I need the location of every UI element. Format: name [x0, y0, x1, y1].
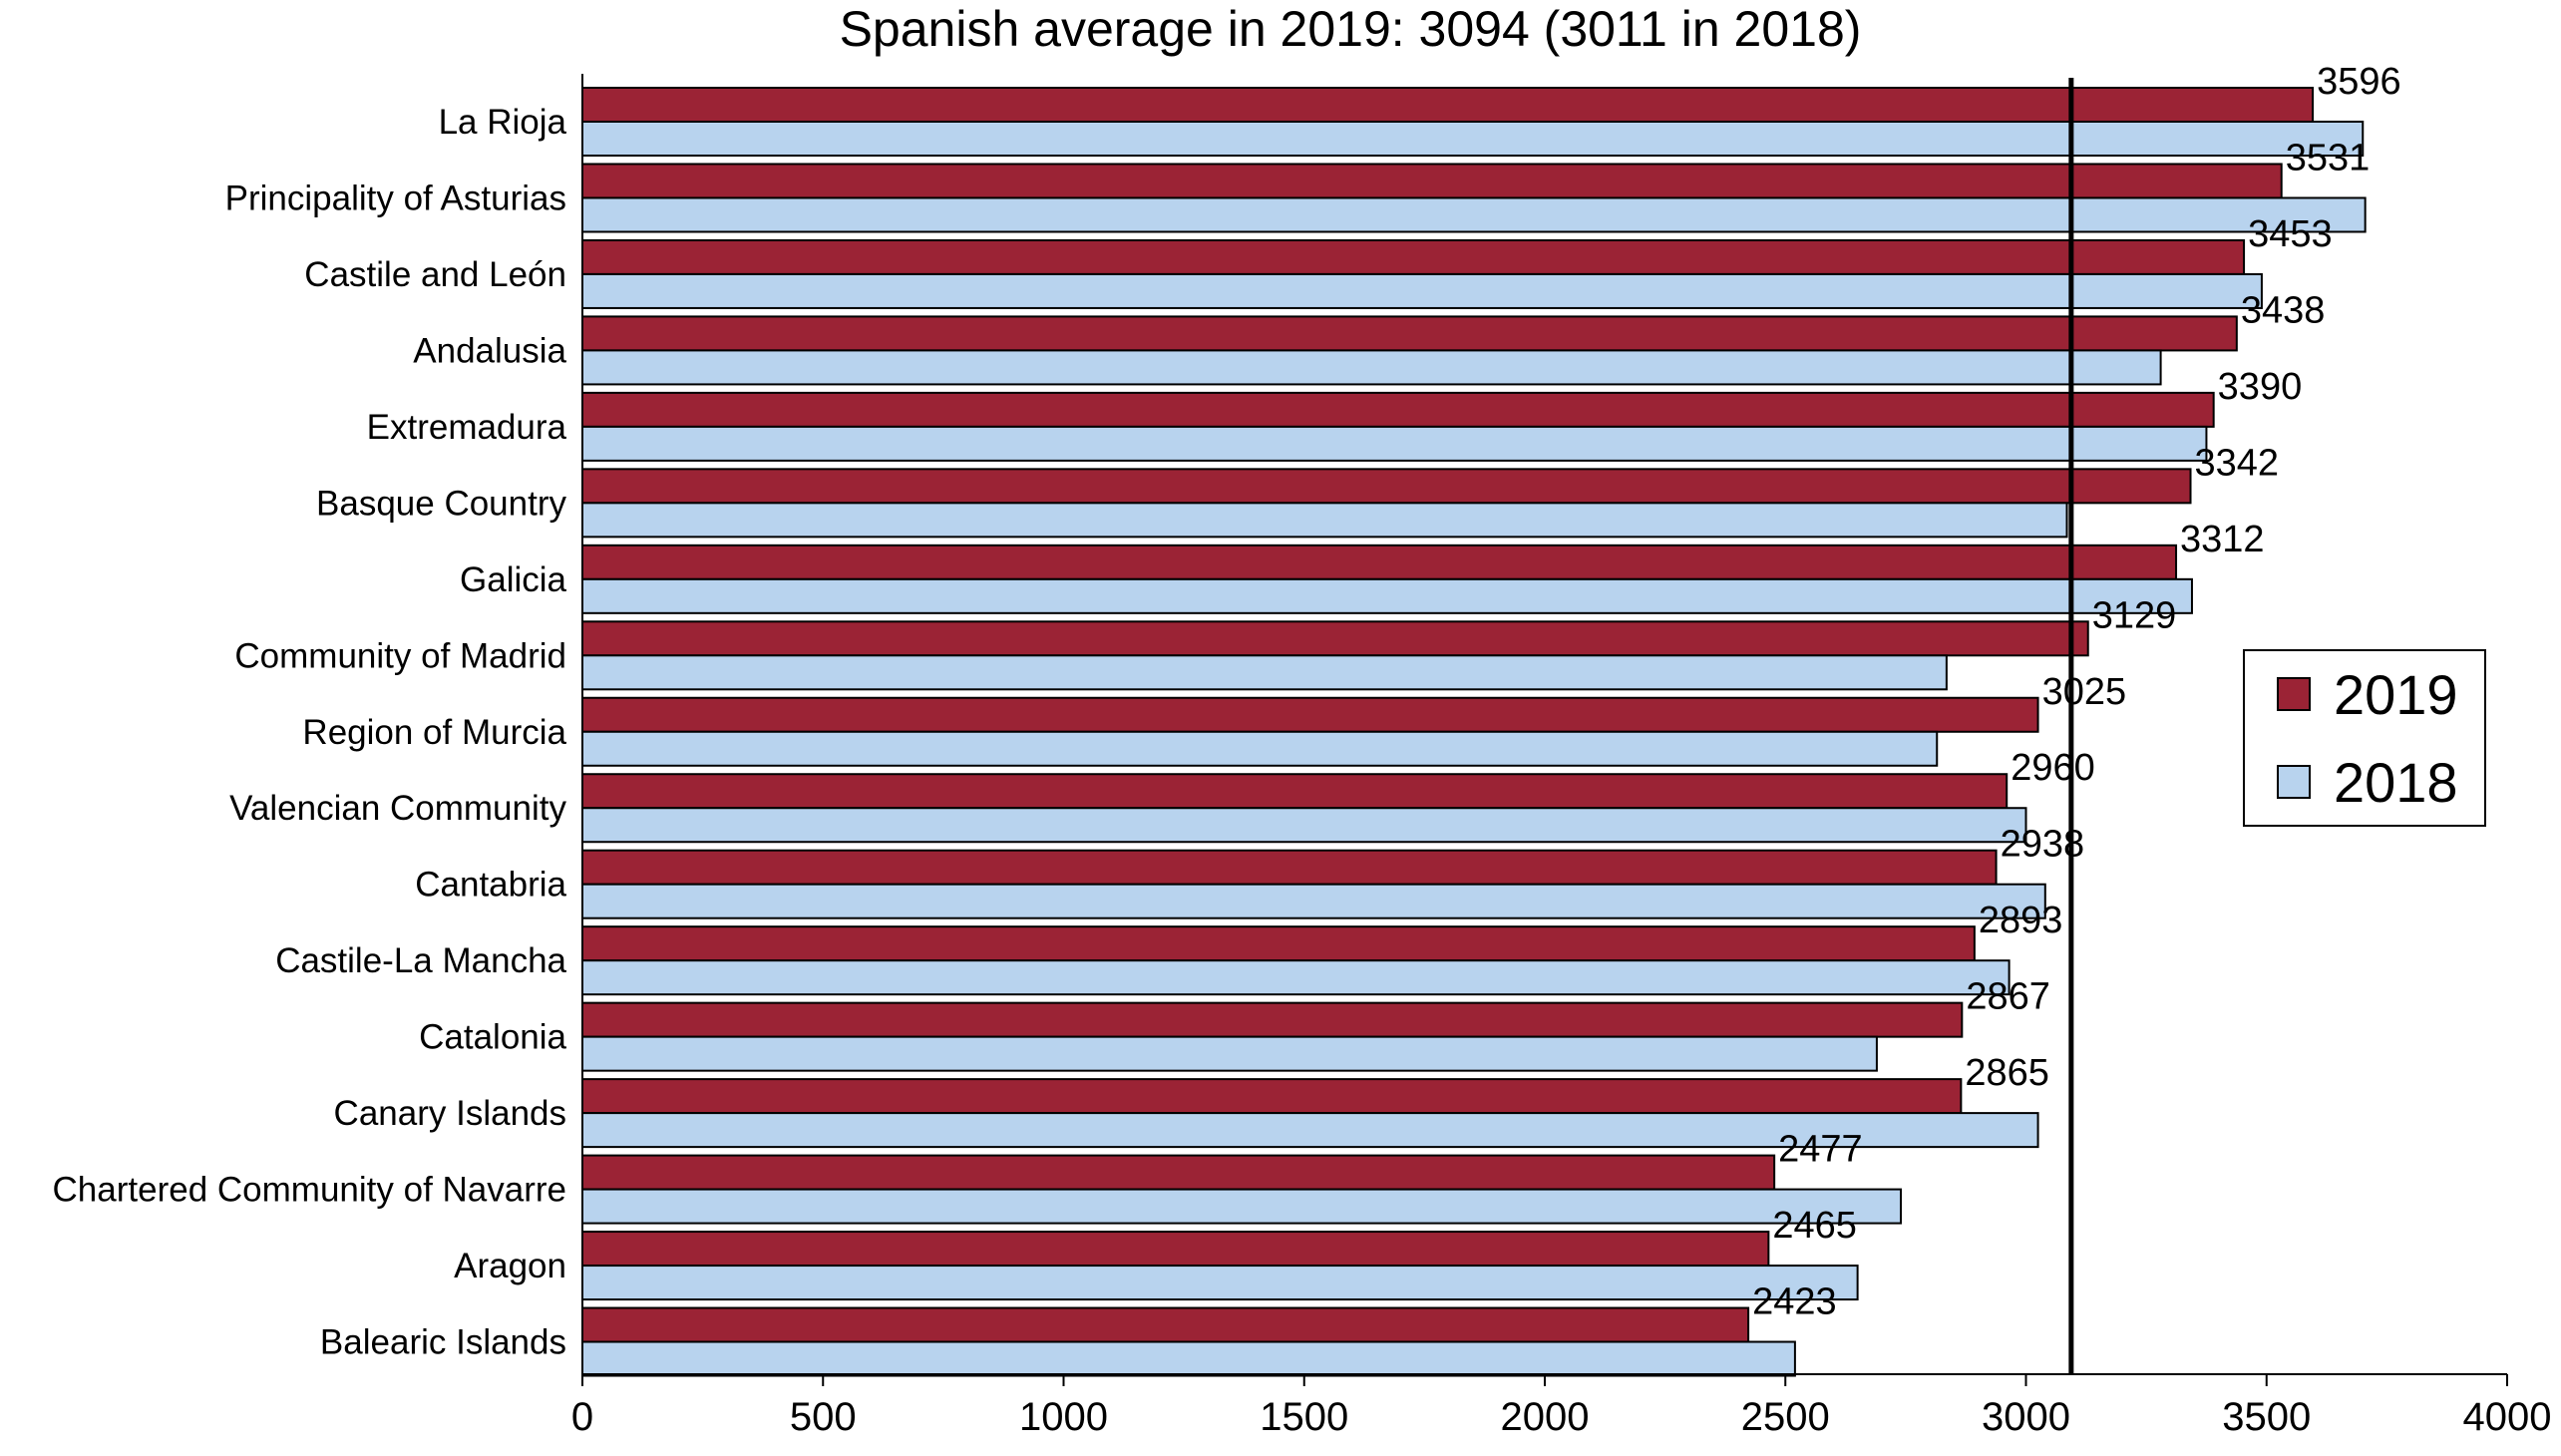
bar-2018: [581, 1035, 1878, 1072]
bar-2018: [581, 577, 2193, 614]
category-label: Canary Islands: [334, 1094, 566, 1133]
x-tick-label: 1000: [1019, 1395, 1108, 1439]
bar-2019: [581, 1306, 1750, 1343]
data-label-2019: 3438: [2241, 289, 2326, 331]
category-label: La Rioja: [439, 103, 567, 142]
bar-2018: [581, 502, 2068, 539]
data-label-2019: 3312: [2180, 519, 2265, 560]
bar-2019: [581, 163, 2283, 199]
category-label: Valencian Community: [229, 789, 566, 828]
bar-2018: [581, 425, 2208, 462]
data-label-2019: 3129: [2092, 594, 2177, 636]
bar-2019: [581, 849, 1998, 886]
bar-2019: [581, 696, 2039, 733]
bar-2018: [581, 1188, 1903, 1225]
bar-2018: [581, 349, 2162, 386]
bar-2018: [581, 959, 2011, 996]
legend-label-2019: 2019: [2334, 663, 2458, 726]
bar-2019: [581, 1078, 1963, 1115]
data-label-2019: 3025: [2042, 671, 2127, 713]
data-label-2019: 2865: [1965, 1052, 2049, 1094]
data-label-2019: 2893: [1979, 900, 2063, 941]
data-label-2019: 3390: [2218, 366, 2303, 408]
bar-2018: [581, 807, 2027, 844]
category-label: Galicia: [460, 560, 567, 599]
bar-2019: [581, 391, 2215, 428]
bar-2018: [581, 272, 2263, 309]
category-label: Community of Madrid: [234, 636, 566, 675]
bar-2018: [581, 883, 2046, 919]
legend-swatch-2019: [2277, 677, 2311, 711]
chart-title: Spanish average in 2019: 3094 (3011 in 2…: [840, 1, 1862, 57]
bar-2018: [581, 1340, 1796, 1377]
data-label-2019: 2867: [1966, 976, 2050, 1018]
x-tick-label: 3500: [2222, 1395, 2311, 1439]
category-label: Principality of Asturias: [225, 179, 566, 217]
bar-2019: [581, 773, 2009, 810]
category-label: Balearic Islands: [320, 1323, 566, 1362]
x-tick-label: 0: [571, 1395, 593, 1439]
x-tick-label: 4000: [2463, 1395, 2552, 1439]
category-label: Region of Murcia: [302, 713, 566, 752]
bar-2019: [581, 468, 2192, 505]
category-label: Castile and León: [304, 255, 566, 294]
data-label-2019: 2960: [2011, 747, 2095, 789]
bar-2018: [581, 654, 1948, 691]
bar-2019: [581, 315, 2238, 352]
category-label: Cantabria: [415, 866, 566, 905]
category-label: Aragon: [454, 1247, 566, 1285]
category-label: Castile-La Mancha: [275, 941, 566, 980]
data-label-2019: 3453: [2248, 213, 2333, 255]
bar-2018: [581, 121, 2365, 157]
data-label-2019: 3596: [2317, 61, 2401, 103]
category-label: Catalonia: [419, 1018, 566, 1057]
x-tick-label: 3000: [1982, 1395, 2070, 1439]
data-label-2019: 2423: [1752, 1281, 1837, 1323]
x-tick-label: 1500: [1260, 1395, 1348, 1439]
x-tick-label: 2000: [1501, 1395, 1590, 1439]
bar-2019: [581, 87, 2315, 123]
legend-swatch-2018: [2277, 765, 2311, 799]
bar-2018: [581, 730, 1939, 767]
category-label: Extremadura: [367, 408, 567, 447]
bar-2019: [581, 925, 1976, 962]
bar-2019: [581, 620, 2089, 657]
legend: 2019 2018: [2243, 649, 2486, 827]
bar-2019: [581, 1154, 1776, 1191]
bar-2019: [581, 1001, 1964, 1038]
bar-2018: [581, 1265, 1859, 1301]
legend-label-2018: 2018: [2334, 751, 2458, 814]
bar-2019: [581, 238, 2246, 275]
x-tick-label: 2500: [1741, 1395, 1830, 1439]
bar-2019: [581, 544, 2178, 580]
bar-2019: [581, 1231, 1770, 1268]
bar-2018: [581, 196, 2367, 233]
category-label: Basque Country: [316, 484, 566, 523]
data-label-2019: 2465: [1772, 1205, 1857, 1247]
data-label-2019: 2477: [1778, 1129, 1863, 1171]
x-tick-label: 500: [790, 1395, 857, 1439]
data-label-2019: 3342: [2195, 442, 2280, 484]
category-label: Chartered Community of Navarre: [53, 1171, 566, 1210]
category-label: Andalusia: [413, 331, 566, 370]
data-label-2019: 3531: [2286, 137, 2371, 179]
